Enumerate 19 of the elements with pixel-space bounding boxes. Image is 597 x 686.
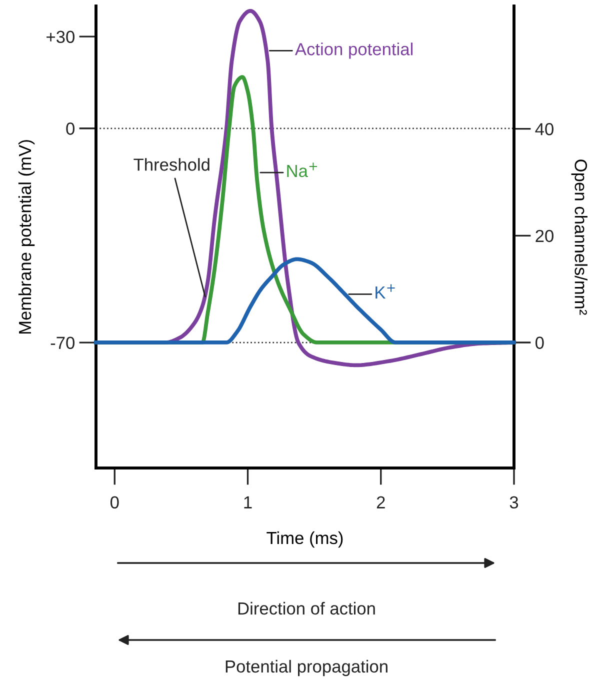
y-tick-label: -70 — [50, 336, 74, 350]
x-tick-label: 2 — [376, 496, 385, 508]
y-tick-label: +30 — [46, 30, 74, 44]
x-tick-label: 3 — [510, 496, 518, 509]
y2-tick-label: 0 — [536, 336, 544, 349]
series-label: K$^{+}$ — [376, 284, 395, 299]
series-label: Na$^{+}$ — [287, 162, 318, 178]
y-axis-title: Membrane potential (mV) — [18, 140, 35, 334]
x-axis-title: Time (ms) — [266, 531, 343, 548]
text: Direction of action — [238, 602, 375, 615]
y2-tick-label: 40 — [535, 123, 554, 136]
annotation: Threshold — [134, 158, 210, 171]
y-tick-label: 0 — [66, 122, 74, 135]
x-tick-label: 1 — [244, 496, 252, 508]
y2-tick-label: 20 — [536, 230, 554, 242]
text: Potential propagation — [226, 660, 388, 676]
series-label: Action potential — [294, 42, 412, 59]
y2-axis-title: Open channels/mm² — [571, 160, 588, 315]
x-tick-label: 0 — [110, 496, 119, 509]
